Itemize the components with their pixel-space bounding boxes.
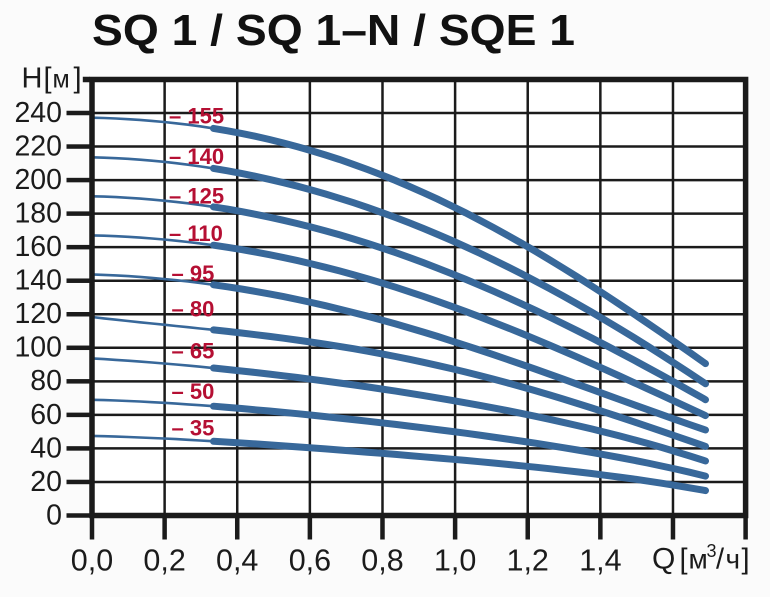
svg-text:– 95: – 95 <box>172 261 215 286</box>
svg-text:20: 20 <box>30 466 62 498</box>
svg-text:220: 220 <box>14 130 62 162</box>
svg-text:1,2: 1,2 <box>506 544 548 578</box>
svg-text:0,2: 0,2 <box>143 544 185 578</box>
svg-text:1,0: 1,0 <box>434 544 476 578</box>
svg-text:0,0: 0,0 <box>71 544 113 578</box>
svg-text:180: 180 <box>14 198 62 230</box>
svg-text:SQ 1 / SQ 1–N / SQE 1: SQ 1 / SQ 1–N / SQE 1 <box>92 6 575 55</box>
svg-text:– 50: – 50 <box>172 379 215 404</box>
svg-text:140: 140 <box>14 265 62 297</box>
svg-text:160: 160 <box>14 231 62 263</box>
svg-text:H[м]: H[м] <box>22 63 82 95</box>
svg-text:120: 120 <box>14 298 62 330</box>
svg-text:– 110: – 110 <box>169 221 223 246</box>
svg-text:– 140: – 140 <box>169 144 224 169</box>
svg-text:– 35: – 35 <box>172 416 215 441</box>
svg-text:80: 80 <box>30 365 62 397</box>
svg-text:– 65: – 65 <box>172 338 215 363</box>
svg-text:0,4: 0,4 <box>216 544 258 578</box>
svg-text:1,4: 1,4 <box>579 544 621 578</box>
svg-text:– 80: – 80 <box>172 297 215 322</box>
svg-text:0,8: 0,8 <box>361 544 403 578</box>
svg-text:200: 200 <box>14 164 62 196</box>
svg-text:– 125: – 125 <box>169 184 224 209</box>
svg-text:0,6: 0,6 <box>289 544 331 578</box>
svg-text:Q[м3/ч]: Q [м3/ч] <box>652 541 750 576</box>
svg-text:240: 240 <box>14 97 62 129</box>
svg-text:0: 0 <box>46 499 62 531</box>
svg-text:– 155: – 155 <box>169 104 224 129</box>
svg-text:40: 40 <box>30 432 62 464</box>
svg-text:60: 60 <box>30 399 62 431</box>
svg-text:100: 100 <box>14 332 62 364</box>
